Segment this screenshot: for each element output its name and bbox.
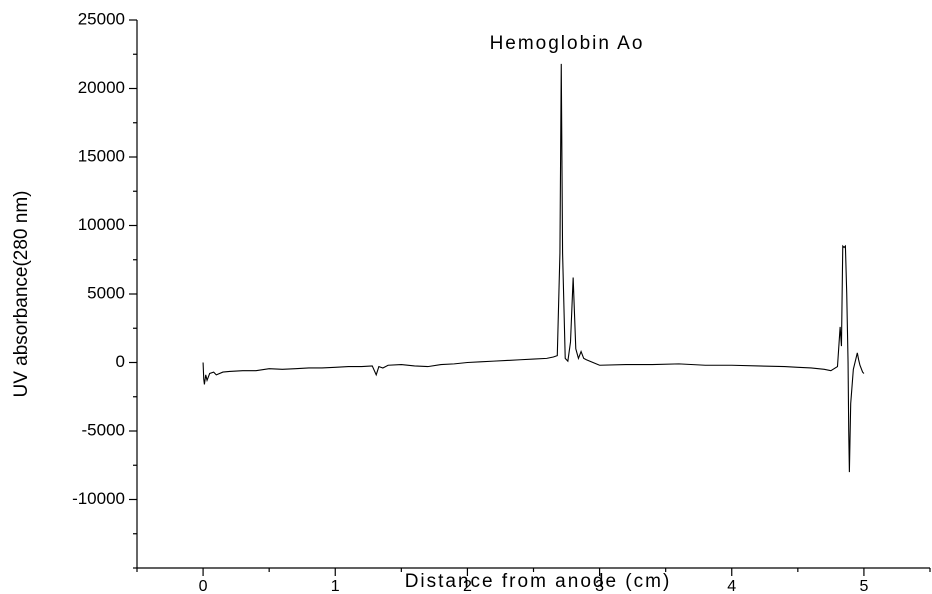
y-tick-label: -10000 bbox=[72, 489, 125, 508]
x-tick-label: 1 bbox=[331, 578, 340, 594]
y-tick-label: 20000 bbox=[78, 78, 125, 97]
x-tick-label: 3 bbox=[595, 578, 604, 594]
x-tick-label: 2 bbox=[463, 578, 472, 594]
x-tick-label: 4 bbox=[727, 578, 736, 594]
y-axis-title: UV absorbance(280 nm) bbox=[11, 191, 32, 398]
y-tick-label: 25000 bbox=[78, 9, 125, 28]
y-tick-label: 0 bbox=[116, 352, 125, 371]
y-tick-label: 10000 bbox=[78, 215, 125, 234]
x-tick-label: 0 bbox=[199, 578, 208, 594]
y-tick-label: -5000 bbox=[82, 420, 125, 439]
data-line bbox=[202, 63, 865, 473]
annotation: Hemoglobin Ao bbox=[490, 33, 645, 54]
y-tick-label: 15000 bbox=[78, 146, 125, 165]
x-axis-title: Distance from anode (cm) bbox=[405, 571, 672, 592]
x-tick-label: 5 bbox=[859, 578, 868, 594]
y-tick-label: 5000 bbox=[87, 283, 125, 302]
